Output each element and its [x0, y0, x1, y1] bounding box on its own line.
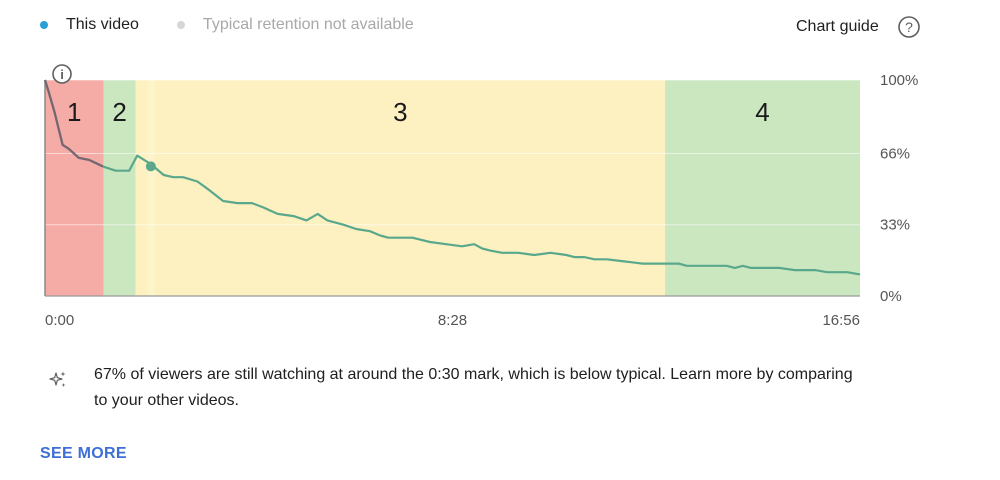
- legend-typical: Typical retention not available: [173, 16, 414, 34]
- sparkle-icon: [49, 371, 66, 387]
- retention-line: [43, 79, 861, 276]
- retention-line-seg1: [43, 79, 104, 168]
- svg-text:?: ?: [905, 19, 913, 35]
- y-tick-label-66: 66%: [880, 145, 910, 162]
- chart-legend: This video Typical retention not availab…: [36, 16, 448, 34]
- x-tick-label-1: 8:28: [438, 312, 467, 329]
- svg-text:i: i: [60, 67, 64, 82]
- insight-row: 67% of viewers are still watching at aro…: [48, 362, 868, 414]
- this-video-dot: [40, 21, 48, 29]
- segment-label-3: 3: [393, 97, 407, 127]
- segment-label-1: 1: [67, 97, 81, 127]
- segment-band-2: [103, 80, 136, 296]
- see-more-button[interactable]: SEE MORE: [40, 445, 127, 462]
- segment-label-2: 2: [112, 97, 126, 127]
- y-tick-label-33: 33%: [880, 217, 910, 234]
- insight-text: 67% of viewers are still watching at aro…: [94, 366, 853, 409]
- hover-marker: [147, 80, 155, 296]
- y-tick-label-100: 100%: [880, 72, 918, 89]
- legend-typical-label: Typical retention not available: [202, 16, 414, 33]
- highlight-point[interactable]: [145, 161, 156, 172]
- segment-band-3: [135, 80, 666, 296]
- typical-dot: [176, 21, 185, 29]
- info-icon[interactable]: i: [52, 64, 72, 84]
- segment-label-4: 4: [755, 97, 769, 127]
- x-tick-label-0: 0:00: [45, 312, 74, 329]
- chart-guide-link[interactable]: Chart guide: [796, 18, 879, 35]
- x-tick-label-2: 16:56: [822, 312, 860, 329]
- y-tick-label-0: 0%: [880, 288, 902, 305]
- help-circle-icon[interactable]: ?: [897, 15, 921, 39]
- segment-band-4: [665, 80, 860, 296]
- legend-this-video: This video: [36, 16, 139, 34]
- legend-this-video-label: This video: [66, 16, 139, 33]
- retention-chart: 1 2 3 4 i 100% 66% 33% 0% 0:00 8:28 16:56: [43, 64, 918, 329]
